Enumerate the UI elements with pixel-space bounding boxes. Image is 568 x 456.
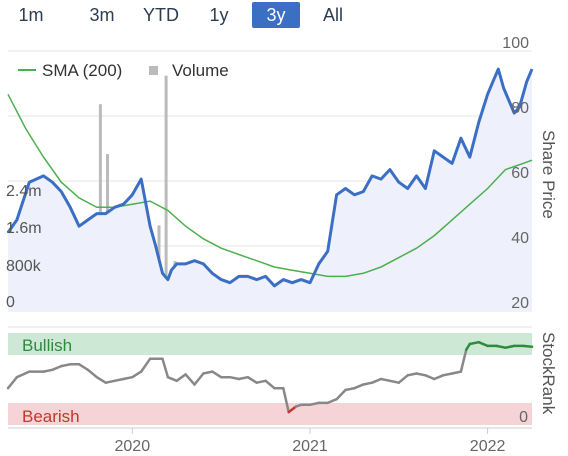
stockrank-segment [353,383,365,390]
stockrank-segment [344,386,356,392]
range-selector: 1m 3m YTD 1y 3y All [0,0,568,30]
stockrank-segment [104,379,116,384]
range-button-1y[interactable]: 1y [209,5,229,25]
stockrank-segment [397,374,409,384]
sma-line [7,93,533,278]
stockrank-segment [415,372,427,377]
legend-sma-label: SMA (200) [42,61,122,80]
stockrank-segment [477,340,489,348]
stockrank-segment [326,397,338,405]
stockrank-segment [184,373,196,386]
stockrank-segment [287,405,298,414]
stockrank-segment [193,372,205,386]
stockrank-segment [504,344,516,349]
volume-tick-label: 800k [6,258,42,275]
stockrank-segment [308,401,321,407]
stockrank-segment [379,377,392,383]
x-tick-label: 2022 [470,438,506,455]
bearish-band [8,403,532,425]
stockrank-segment [433,374,445,381]
range-button-ytd[interactable]: YTD [143,5,179,25]
price-tick-label: 100 [502,35,529,52]
volume-tick-label: 0 [6,294,15,311]
stockrank-segment [388,379,401,384]
stockrank-segment [51,364,63,372]
price-axis-title: Share Price [539,130,558,219]
stockrank-segment [459,348,468,373]
stockrank-segment [113,377,125,383]
stockrank-segment [521,344,534,349]
stockrank-segment [60,363,72,368]
stockrank-segment [211,370,223,379]
stockrank-segment [166,375,178,383]
stockrank-segment [228,375,241,381]
bullish-band [8,333,532,355]
volume-tick-label: 1.6m [6,220,42,237]
price-tick-label: 20 [511,295,529,312]
stockrank-segment [175,373,187,383]
bullish-label: Bullish [22,336,72,355]
stockrank-segment [255,379,267,384]
x-axis-ticks: 2020 2021 2022 [115,428,506,455]
legend: SMA (200) Volume [18,61,229,80]
stockrank-segment [362,381,374,386]
stockrank-segment [161,357,170,379]
stockrank-segment [131,370,143,379]
stockrank-segment [42,368,54,373]
legend-volume-label: Volume [172,61,229,80]
stockrank-segment [406,372,418,377]
stockrank-segment [139,357,152,373]
stockrank-segment [370,377,383,384]
stockrank-segment [335,388,347,401]
stockrank-segment [6,375,19,390]
price-tick-label: 60 [511,165,529,182]
stockrank-segment [495,344,507,349]
range-button-all[interactable]: All [322,5,343,25]
price-line [6,67,534,288]
range-button-3m[interactable]: 3m [89,5,115,25]
stockrank-segment [264,379,276,390]
stockrank-segment [282,386,290,414]
stockrank-segment [237,375,250,381]
legend-volume-swatch [149,66,158,75]
stockrank-segment [77,363,90,372]
volume-tick-labels: 2.4m 1.6m 800k 0 [6,183,42,311]
price-area [8,69,532,311]
stockrank-segment [122,375,134,381]
stockrank-segment [450,370,463,375]
rank-axis-title: StockRank [539,332,558,415]
stockrank-segment [15,370,31,379]
x-tick-label: 2021 [292,438,328,455]
stockrank-segment [424,374,436,381]
x-tick-label: 2020 [115,438,151,455]
price-tick-labels: 100 80 60 40 20 [502,35,529,312]
volume-tick-label: 2.4m [6,183,42,200]
rank-tick-label: 0 [519,409,528,426]
stockrank-segment [86,368,99,379]
bearish-label: Bearish [22,407,80,426]
volume-bar [164,75,168,311]
range-button-3y[interactable]: 3y [252,2,300,28]
stockrank-segment [441,372,454,377]
stockrank-segment [202,370,214,375]
price-tick-label: 80 [511,100,529,117]
price-tick-label: 40 [511,230,529,247]
stockrank-segment [246,375,258,384]
stockrank-segment [95,375,107,384]
range-button-1m[interactable]: 1m [18,5,44,25]
stockrank-segment [468,340,480,346]
stockrank-line [6,340,534,414]
